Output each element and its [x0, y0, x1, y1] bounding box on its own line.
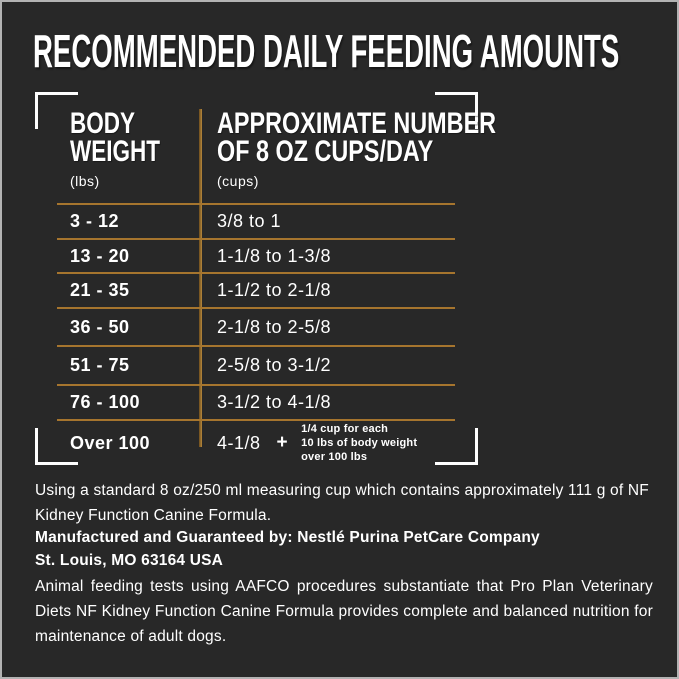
table-row: 36 - 50 2-1/8 to 2-5/8 [57, 307, 455, 345]
weight-cell: 76 - 100 [70, 392, 141, 412]
header-body-weight-line2: WEIGHT [70, 135, 160, 168]
header-body-weight: BODY WEIGHT (lbs) [70, 107, 190, 190]
header-cups-unit: (cups) [217, 173, 259, 189]
table-corner-bottom-right [435, 428, 478, 465]
page-title-text: RECOMMENDED DAILY FEEDING AMOUNTS [33, 25, 620, 77]
table-row: 13 - 20 1-1/8 to 1-3/8 [57, 238, 455, 272]
table-corner-top-left [35, 92, 78, 129]
table-row: 51 - 75 2-5/8 to 3-1/2 [57, 345, 455, 384]
header-cups-line1: APPROXIMATE NUMBER [217, 107, 497, 140]
over-100-note: 1/4 cup for each 10 lbs of body weight o… [301, 422, 417, 464]
aafco-statement: Animal feeding tests using AAFCO procedu… [35, 578, 653, 645]
over-100-note-line3: over 100 lbs [301, 451, 368, 463]
cups-cell: 4-1/8 + 1/4 cup for each 10 lbs of body … [217, 422, 455, 464]
cups-cell: 2-1/8 to 2-5/8 [217, 316, 332, 337]
table-row: 76 - 100 3-1/2 to 4-1/8 [57, 384, 455, 419]
cups-cell: 2-5/8 to 3-1/2 [217, 355, 332, 375]
cups-cell: 3/8 to 1 [217, 211, 282, 231]
cups-value: 4-1/8 [217, 432, 261, 453]
weight-cell: 51 - 75 [70, 355, 130, 375]
plus-sign: + [276, 432, 289, 453]
weight-cell: Over 100 [70, 432, 151, 453]
over-100-note-line2: 10 lbs of body weight [301, 437, 418, 449]
table-corner-top-right [435, 92, 478, 129]
weight-cell: 3 - 12 [70, 211, 120, 231]
column-divider [199, 109, 202, 447]
feeding-table: BODY WEIGHT (lbs) APPROXIMATE NUMBER OF … [35, 92, 496, 465]
weight-cell: 13 - 20 [70, 245, 130, 266]
table-body: 3 - 12 3/8 to 1 13 - 20 1-1/8 to 1-3/8 2… [57, 203, 455, 465]
header-body-weight-line1: BODY [70, 107, 136, 140]
table-row-over-100: Over 100 4-1/8 + 1/4 cup for each 10 lbs… [57, 419, 455, 465]
page-title: RECOMMENDED DAILY FEEDING AMOUNTS [33, 24, 677, 78]
over-100-note-line1: 1/4 cup for each [301, 423, 389, 435]
table-row: 21 - 35 1-1/2 to 2-1/8 [57, 272, 455, 307]
cups-cell: 1-1/8 to 1-3/8 [217, 245, 332, 266]
cups-cell: 1-1/2 to 2-1/8 [217, 280, 332, 300]
weight-cell: 36 - 50 [70, 316, 130, 337]
table-row: 3 - 12 3/8 to 1 [57, 203, 455, 238]
header-body-weight-unit: (lbs) [70, 173, 100, 189]
manufacturer-info: Manufactured and Guaranteed by: Nestlé P… [35, 526, 653, 572]
header-cups-line2: OF 8 OZ CUPS/DAY [217, 135, 434, 168]
header-cups-per-day: APPROXIMATE NUMBER OF 8 OZ CUPS/DAY (cup… [217, 107, 575, 190]
manufacturer-line2: St. Louis, MO 63164 USA [35, 552, 224, 569]
manufacturer-line1: Manufactured and Guaranteed by: Nestlé P… [35, 529, 540, 546]
weight-cell: 21 - 35 [70, 280, 130, 300]
cups-cell: 3-1/2 to 4-1/8 [217, 392, 332, 412]
table-corner-bottom-left [35, 428, 78, 465]
measuring-cup-note: Using a standard 8 oz/250 ml measuring c… [35, 482, 649, 524]
